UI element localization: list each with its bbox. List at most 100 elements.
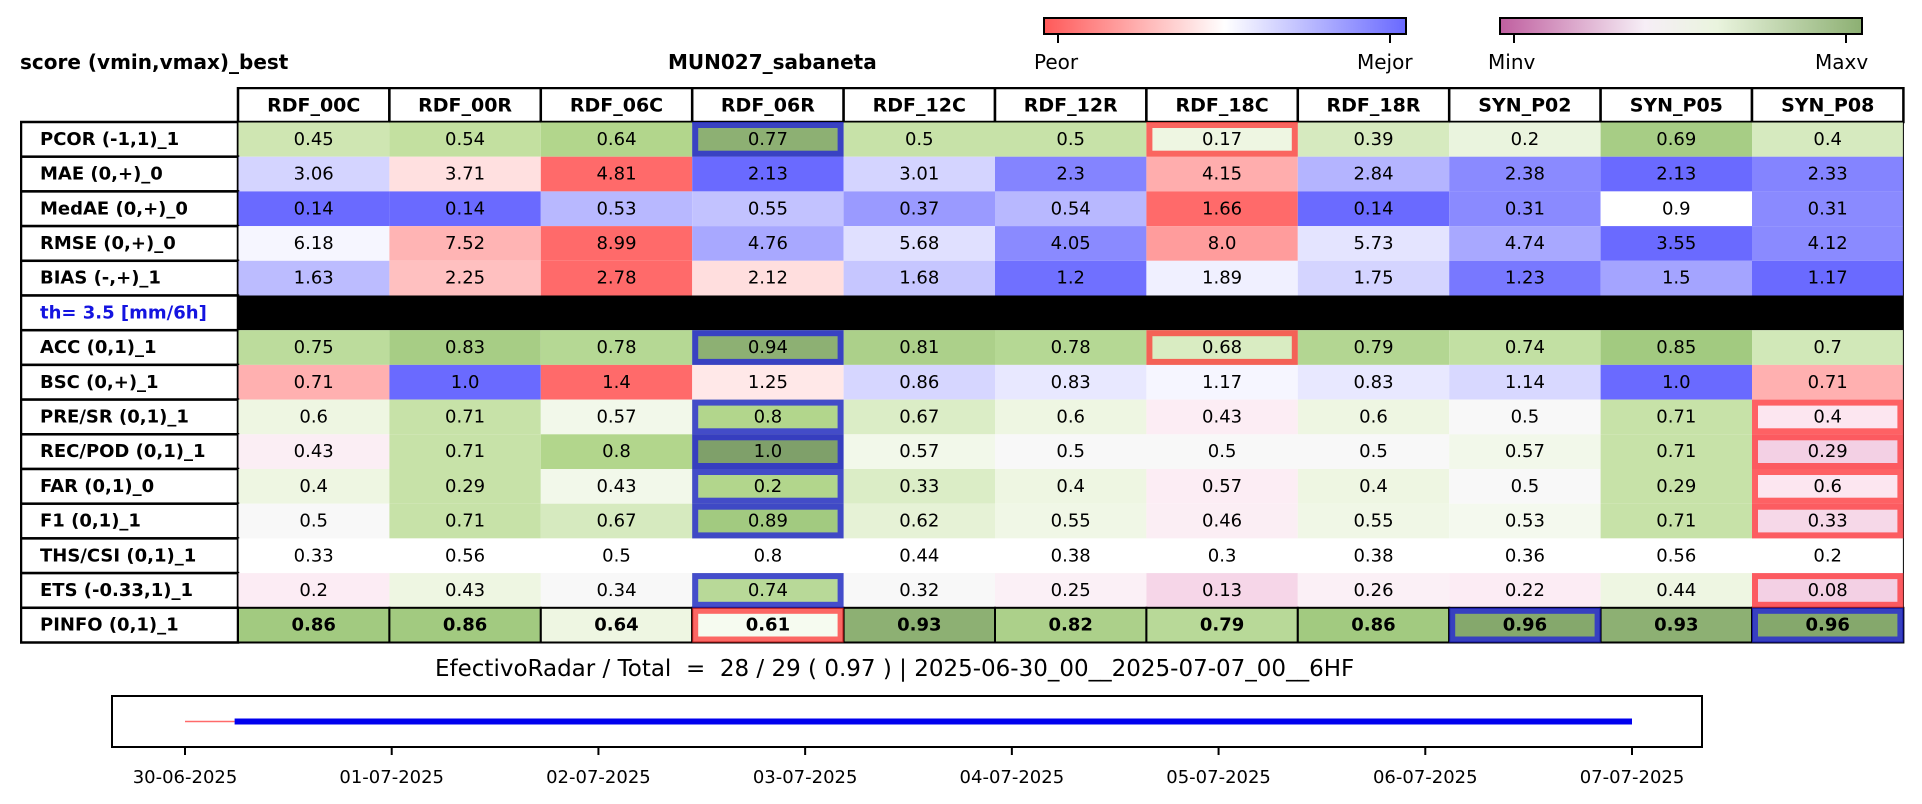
heatmap-cell	[843, 434, 995, 469]
cell-value: 0.5	[905, 129, 934, 150]
heatmap-cell	[388, 606, 542, 644]
cell-value: 0.5	[1056, 441, 1085, 462]
heatmap-cell	[1600, 573, 1752, 608]
cell-value: 0.45	[294, 129, 334, 150]
cell-value: 0.44	[1656, 580, 1696, 601]
cell-value: 0.83	[1353, 372, 1393, 393]
heatmap-cell	[238, 503, 390, 539]
cell-value: 0.37	[899, 198, 939, 219]
cell-value: 0.4	[299, 476, 328, 497]
heatmap-cell	[1297, 399, 1450, 435]
heatmap-cell	[238, 434, 390, 469]
cell-value: 0.29	[1808, 441, 1848, 462]
heatmap-cell	[995, 538, 1147, 574]
cell-value: 0.56	[1656, 545, 1696, 566]
highlight-box	[1449, 607, 1601, 643]
score-label: score (vmin,vmax)_best	[20, 50, 289, 74]
highlight-box	[1752, 607, 1904, 643]
heatmap-cell	[1146, 538, 1298, 574]
heatmap-cell	[843, 469, 995, 504]
cell-value: 1.25	[748, 372, 788, 393]
heatmap-cell	[1146, 156, 1298, 192]
heatmap-cell	[540, 191, 693, 227]
cell-value: 0.78	[1051, 337, 1091, 358]
cell-value: 0.6	[1813, 476, 1842, 497]
cell-value: 0.5	[1056, 129, 1085, 150]
heatmap-cell	[1297, 122, 1450, 157]
cell-value: 3.71	[445, 164, 485, 185]
cell-value: 0.67	[899, 406, 939, 427]
heatmap-cell	[540, 364, 693, 400]
cell-value: 0.6	[1056, 406, 1085, 427]
heatmap-cell	[540, 122, 693, 157]
cell-value: 0.08	[1808, 580, 1848, 601]
heatmap-cell	[1146, 469, 1298, 504]
cell-value: 0.6	[1359, 406, 1388, 427]
cell-value: 0.93	[897, 615, 941, 636]
cell-value: 0.64	[596, 129, 636, 150]
cell-value: 0.78	[596, 337, 636, 358]
cell-value: 0.5	[602, 545, 631, 566]
heatmap-cell	[389, 364, 541, 400]
heatmap-cell	[692, 226, 844, 261]
cell-value: 0.96	[1503, 615, 1547, 636]
heatmap-cell	[692, 538, 844, 574]
cell-value: 0.8	[754, 406, 783, 427]
cell-value: 2.13	[1656, 164, 1696, 185]
heatmap-cell	[389, 469, 541, 504]
highlight-box	[1752, 399, 1904, 435]
column-header-rdf_12r: RDF_12R	[1024, 95, 1118, 117]
heatmap-cell	[1752, 260, 1904, 296]
heatmap-cell	[1145, 606, 1299, 644]
highlight-box	[1752, 503, 1904, 539]
heatmap-cell	[1600, 434, 1752, 469]
heatmap-cell	[1449, 399, 1601, 435]
heatmap-cell	[540, 573, 693, 608]
cell-value: 4.15	[1202, 164, 1242, 185]
cell-value: 0.22	[1505, 580, 1545, 601]
heatmap-cell	[1146, 226, 1298, 261]
cell-value: 0.53	[596, 198, 636, 219]
cell-value: 0.43	[294, 441, 334, 462]
heatmap-cell	[1449, 226, 1601, 261]
colorbar-tick	[1513, 35, 1515, 43]
cell-value: 0.77	[748, 129, 788, 150]
row-label-box	[20, 155, 240, 193]
heatmap-cell	[1600, 538, 1752, 574]
cell-value: 0.86	[443, 615, 487, 636]
row-label: THS/CSI (0,1)_1	[40, 545, 196, 566]
row-label: MAE (0,+)_0	[40, 164, 163, 185]
heatmap-cell	[995, 364, 1147, 400]
x-tick-label: 04-07-2025	[960, 767, 1065, 788]
cell-value: 0.54	[1051, 198, 1091, 219]
heatmap-cell	[238, 260, 390, 296]
cell-value: 0.17	[1202, 129, 1242, 150]
row-label-box	[20, 259, 240, 297]
cell-value: 2.3	[1056, 164, 1085, 185]
cell-value: 1.89	[1202, 268, 1242, 289]
row-label: PINFO (0,1)_1	[40, 615, 179, 636]
cell-value: 0.5	[1511, 476, 1540, 497]
cell-value: 5.68	[899, 233, 939, 254]
heatmap-cell	[1297, 469, 1450, 504]
heatmap-cell	[238, 573, 390, 608]
threshold-label-box	[20, 294, 240, 332]
cell-value: 1.68	[899, 268, 939, 289]
heatmap-cell	[1297, 191, 1450, 227]
cell-value: 0.71	[1808, 372, 1848, 393]
cell-value: 0.14	[294, 198, 334, 219]
cell-value: 0.71	[294, 372, 334, 393]
highlight-box	[1752, 573, 1904, 608]
heatmap-cell	[995, 469, 1147, 504]
highlight-box	[1146, 122, 1298, 157]
heatmap-cell	[1449, 191, 1601, 227]
cell-value: 0.33	[899, 476, 939, 497]
heatmap-cell	[843, 399, 995, 435]
heatmap-cell	[238, 226, 390, 261]
heatmap-cell	[238, 191, 390, 227]
heatmap-cell	[540, 434, 693, 469]
cell-value: 0.71	[445, 406, 485, 427]
cell-value: 5.73	[1353, 233, 1393, 254]
heatmap-cell	[1146, 399, 1298, 435]
colorbar-tick	[1057, 35, 1059, 43]
